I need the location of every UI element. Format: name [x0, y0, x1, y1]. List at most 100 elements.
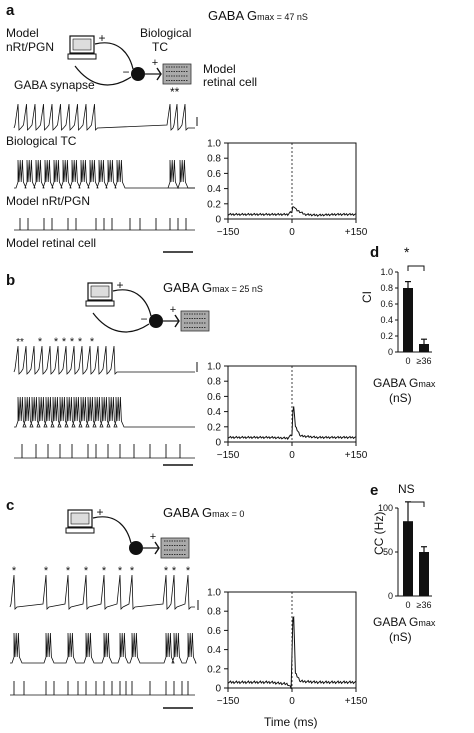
bar-ytick-label-d-3: 0.4 [380, 315, 393, 325]
ccg-ytick-label-c-4: 0.2 [207, 664, 221, 675]
plus-sign2-c: + [150, 531, 156, 543]
nrt-trace-a [13, 103, 195, 131]
bar-ytick-label-e-2: 0 [388, 591, 393, 601]
ccg-ytick-label-a-5: 0 [215, 215, 221, 226]
computer-keyboard-a [67, 53, 97, 60]
synapse-mark-c [154, 541, 160, 555]
ccg-ytick-label-a-4: 0.2 [207, 199, 221, 210]
bar-ytick-label-d-1: 0.8 [380, 283, 393, 293]
bar-category-d-0: 0 [405, 356, 410, 366]
ccg-ytick-label-c-2: 0.6 [207, 626, 221, 637]
star-b-3: * [70, 336, 75, 348]
computer-keyboard-c [65, 527, 95, 534]
gaba-title-b: GABA Gmax = 25 nS [163, 280, 263, 295]
ccg-ytick-label-c-1: 0.8 [207, 607, 221, 618]
label-gaba-synapse: GABA synapse [14, 78, 95, 92]
label-biological: Biological [140, 26, 192, 40]
tc-trace-c [10, 632, 197, 664]
ccg-ytick-label-b-2: 0.6 [207, 392, 221, 403]
plus-sign2-b: + [170, 304, 176, 316]
ccg-ytick-label-a-0: 1.0 [207, 139, 221, 150]
stars-b1: ** [16, 337, 24, 348]
synapse-mark-b [174, 314, 180, 328]
star-c-5: * [118, 565, 123, 577]
label-nrt-pgn: nRt/PGN [6, 40, 55, 54]
bar-e-1 [419, 552, 429, 596]
inhib-path-b [92, 312, 150, 333]
ccg-ytick-label-b-3: 0.4 [207, 407, 221, 418]
bar-ytick-label-e-1: 50 [383, 547, 393, 557]
bar-ytick-label-d-5: 0 [388, 347, 393, 357]
bar-ytick-label-e-0: 100 [378, 503, 393, 513]
tc-trace-b [14, 396, 195, 428]
ccg-ytick-label-b-5: 0 [215, 438, 221, 449]
computer-screen-b [90, 285, 110, 298]
ccg-line-c [227, 615, 357, 689]
label-retinal-cell: retinal cell [203, 75, 258, 89]
ccg-xtick-label-a-0: −150 [217, 227, 240, 238]
tc-trace-a2 [167, 159, 195, 190]
star-c-8: * [172, 565, 177, 577]
tc-cell-icon-c [129, 541, 143, 555]
star-c-0: * [12, 565, 17, 577]
excit-path-b [112, 289, 152, 317]
inhib-path-a [74, 65, 132, 86]
significance-d: * [404, 244, 410, 260]
ccg-xtick-label-b-2: +150 [345, 450, 368, 461]
ccg-ytick-label-c-0: 1.0 [207, 588, 221, 599]
ylabel-ci: CI [360, 291, 374, 303]
tc-cell-icon-b [149, 314, 163, 328]
ccg-ytick-label-b-0: 1.0 [207, 362, 221, 373]
label-model-nrt-pgn: Model nRt/PGN [6, 194, 91, 208]
nrt-trace-b [13, 345, 195, 375]
star-c-3: * [84, 565, 89, 577]
bar-e-0 [403, 521, 413, 596]
bar-ytick-label-d-4: 0.2 [380, 331, 393, 341]
label-tc: TC [152, 40, 168, 54]
panel-letter-e: e [370, 482, 379, 499]
star-c-2: * [66, 565, 71, 577]
bar-category-e-0: 0 [405, 600, 410, 610]
star-b-2: * [62, 336, 67, 348]
bar-ytick-label-d-0: 1.0 [380, 267, 393, 277]
ccg-xtick-label-c-2: +150 [345, 696, 368, 707]
sig-bracket-e [407, 501, 425, 507]
ccg-ytick-label-c-3: 0.4 [207, 645, 221, 656]
plus-sign-a: + [98, 31, 105, 45]
star-b-0: * [38, 336, 43, 348]
retinal-chip-icon-c [160, 537, 190, 559]
star-c-6: * [130, 565, 135, 577]
minus-sign-a: − [122, 65, 129, 79]
ccg-ytick-label-b-1: 0.8 [207, 377, 221, 388]
ccg-line-a [227, 206, 357, 217]
bar-category-d-1: ≥36 [417, 356, 432, 366]
star-c-9: * [186, 565, 191, 577]
excit-path-c [92, 516, 132, 544]
stars-a: ** [170, 85, 180, 99]
ccg-line-b [227, 406, 357, 441]
label-model-retinal: Model [203, 62, 236, 76]
bar-ytick-label-d-2: 0.6 [380, 299, 393, 309]
computer-keyboard-b [85, 300, 115, 307]
label-model: Model [6, 26, 39, 40]
ccg-ytick-label-a-2: 0.6 [207, 169, 221, 180]
ccg-xtick-label-b-1: 0 [289, 450, 295, 461]
star-c-1: * [44, 565, 49, 577]
plus-sign2-a: + [152, 57, 158, 69]
ccg-xtick-label-a-1: 0 [289, 227, 295, 238]
ccg-ytick-label-b-4: 0.2 [207, 422, 221, 433]
label-model-retinal-cell: Model retinal cell [6, 236, 97, 250]
nrt-trace-c [9, 574, 195, 610]
gaba-title-c: GABA Gmax = 0 [163, 505, 245, 520]
tc-trace-a [14, 159, 195, 189]
significance-e: NS [398, 482, 415, 496]
ccg-ytick-label-a-1: 0.8 [207, 154, 221, 165]
ccg-xtick-label-c-1: 0 [289, 696, 295, 707]
time-axis-label: Time (ms) [264, 715, 318, 729]
panel-letter-a: a [6, 2, 15, 19]
xlabel-unit-d: (nS) [389, 391, 412, 405]
star-b-5: * [90, 336, 95, 348]
computer-screen-c [70, 512, 90, 525]
bar-category-e-1: ≥36 [417, 600, 432, 610]
